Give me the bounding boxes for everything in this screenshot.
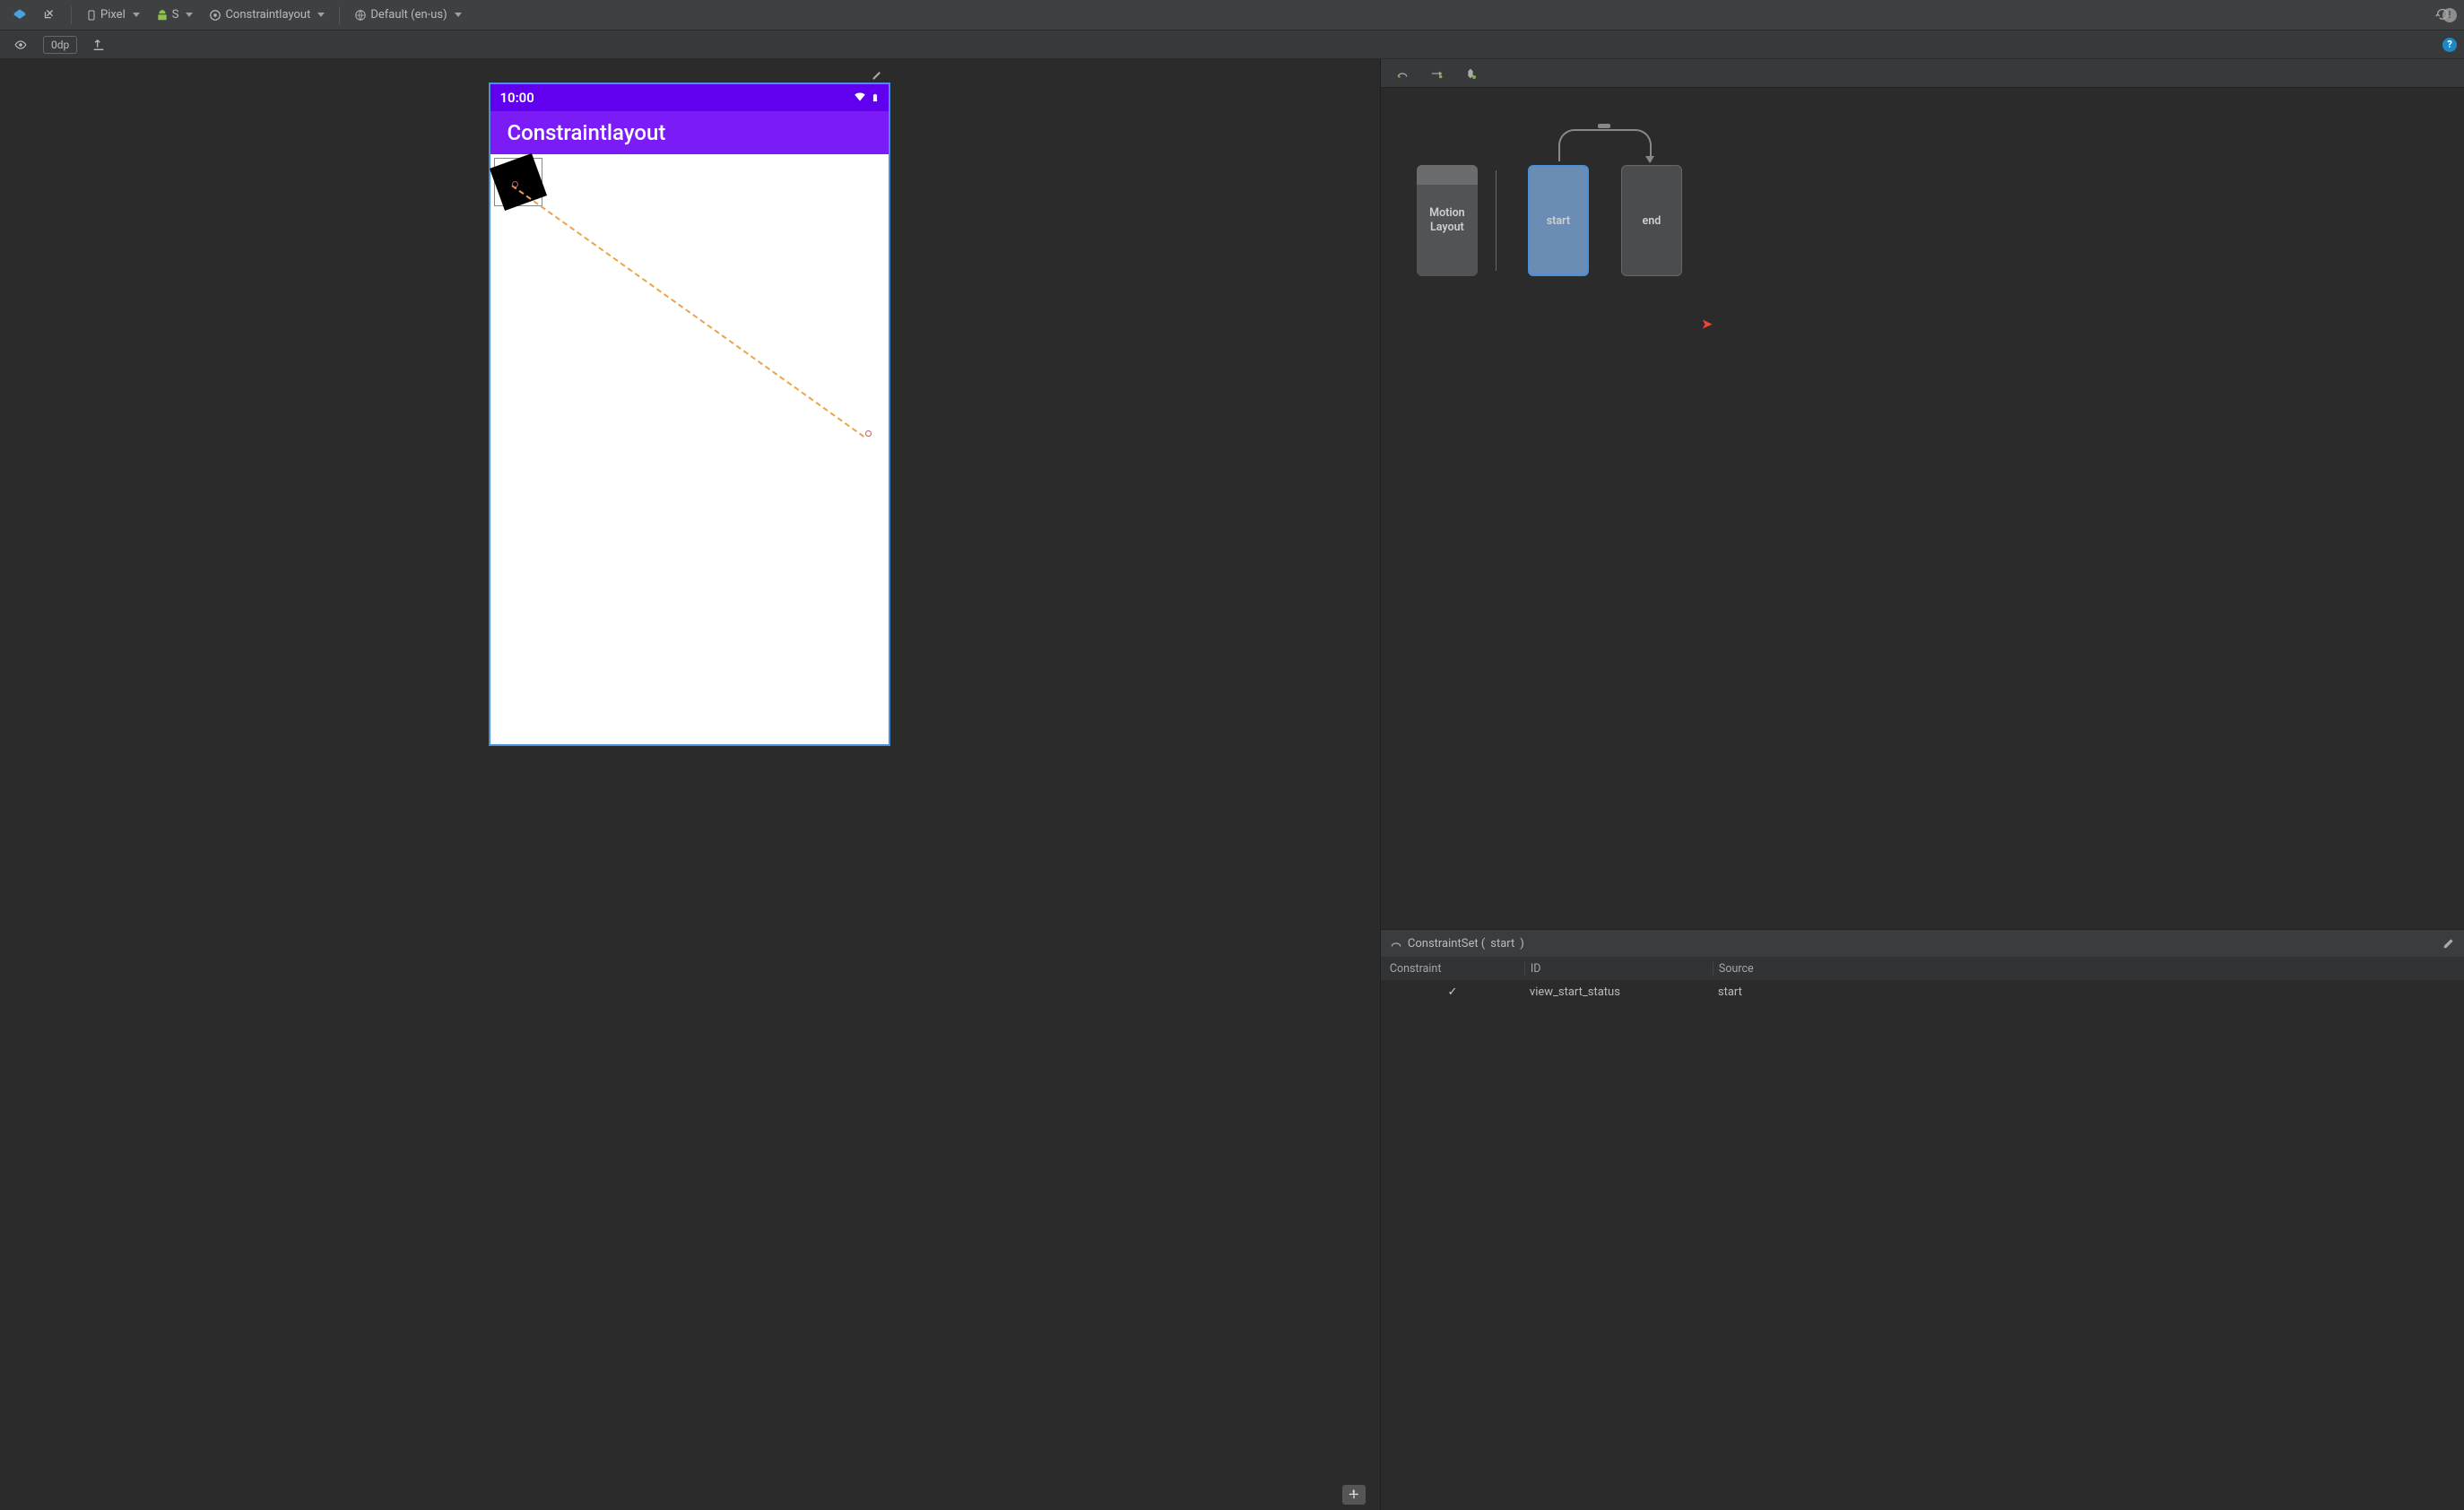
edit-icon[interactable] xyxy=(2442,937,2455,950)
locale-dropdown[interactable]: Default (en-us) xyxy=(349,6,466,23)
api-dropdown[interactable]: S xyxy=(151,6,199,23)
baseline-icon[interactable] xyxy=(86,36,111,54)
create-click-icon[interactable] xyxy=(1424,65,1449,82)
layout-label: Constraintlayout xyxy=(225,8,310,22)
motion-path-line xyxy=(512,185,865,438)
top-toolbar: Pixel S Constraintlayout Default (en-us)… xyxy=(0,0,2464,30)
end-state-card[interactable]: end xyxy=(1621,165,1682,276)
motion-layout-label: Motion Layout xyxy=(1429,206,1465,234)
design-canvas[interactable]: 10:00 Constraintlayout xyxy=(0,59,1380,1510)
secondary-toolbar: 0dp ? xyxy=(0,30,2464,59)
motion-layout-card[interactable]: Motion Layout xyxy=(1417,165,1478,276)
chevron-down-icon xyxy=(133,13,140,17)
motion-separator xyxy=(1496,170,1497,271)
chevron-down-icon xyxy=(186,13,193,17)
motion-toolbar xyxy=(1381,59,2464,88)
chevron-down-icon xyxy=(317,13,325,17)
constraintset-header: ConstraintSet ( start ) xyxy=(1381,930,2464,957)
constraintset-title-value: start xyxy=(1490,937,1514,950)
status-bar: 10:00 xyxy=(490,84,889,111)
constraintset-table-header: Constraint ID Source xyxy=(1381,957,2464,980)
device-frame: 10:00 Constraintlayout xyxy=(489,82,890,746)
battery-icon xyxy=(871,91,880,105)
wifi-icon xyxy=(853,91,867,103)
visibility-icon[interactable] xyxy=(7,37,34,53)
constraintset-icon xyxy=(1390,937,1402,950)
constraintset-panel: ConstraintSet ( start ) Constraint ID So… xyxy=(1381,929,2464,1510)
constraintset-title-prefix: ConstraintSet ( xyxy=(1408,937,1485,950)
column-constraint: Constraint xyxy=(1381,962,1524,976)
app-bar: Constraintlayout xyxy=(490,111,889,154)
transition-arc[interactable] xyxy=(1558,129,1652,161)
dp-value-label: 0dp xyxy=(51,39,69,51)
constraintset-title-suffix: ) xyxy=(1520,937,1524,950)
end-state-label: end xyxy=(1643,214,1661,228)
row-source: start xyxy=(1713,985,2464,999)
status-time: 10:00 xyxy=(499,90,534,106)
device-content[interactable] xyxy=(490,154,889,744)
api-label: S xyxy=(172,8,179,22)
locale-label: Default (en-us) xyxy=(370,8,447,22)
transition-handle[interactable] xyxy=(1598,124,1610,128)
appbar-title: Constraintlayout xyxy=(507,120,665,145)
device-label: Pixel xyxy=(100,8,126,22)
start-state-card[interactable]: start ➤ xyxy=(1528,165,1589,276)
cycle-icon[interactable] xyxy=(2430,5,2455,23)
path-end-dot[interactable] xyxy=(865,430,872,437)
start-state-label: start xyxy=(1547,214,1570,228)
check-icon: ✓ xyxy=(1381,985,1524,999)
layout-dropdown[interactable]: Constraintlayout xyxy=(204,6,330,23)
rotate-icon[interactable] xyxy=(38,6,62,23)
create-transition-icon[interactable] xyxy=(1390,65,1415,82)
chevron-down-icon xyxy=(455,13,462,17)
table-row[interactable]: ✓ view_start_status start xyxy=(1381,980,2464,1003)
row-id: view_start_status xyxy=(1524,985,1713,999)
layers-icon[interactable] xyxy=(7,6,32,24)
column-id: ID xyxy=(1524,962,1713,976)
motion-overview[interactable]: Motion Layout start ➤ end xyxy=(1381,88,2464,929)
column-source: Source xyxy=(1713,962,2464,976)
device-dropdown[interactable]: Pixel xyxy=(81,6,145,24)
dp-value-button[interactable]: 0dp xyxy=(43,36,77,54)
wrench-icon[interactable] xyxy=(871,70,881,81)
create-keyframe-icon[interactable] xyxy=(1458,65,1483,82)
cursor-icon: ➤ xyxy=(1702,317,1713,332)
help-icon[interactable]: ? xyxy=(2442,38,2457,52)
pan-tool-button[interactable] xyxy=(1342,1485,1366,1505)
